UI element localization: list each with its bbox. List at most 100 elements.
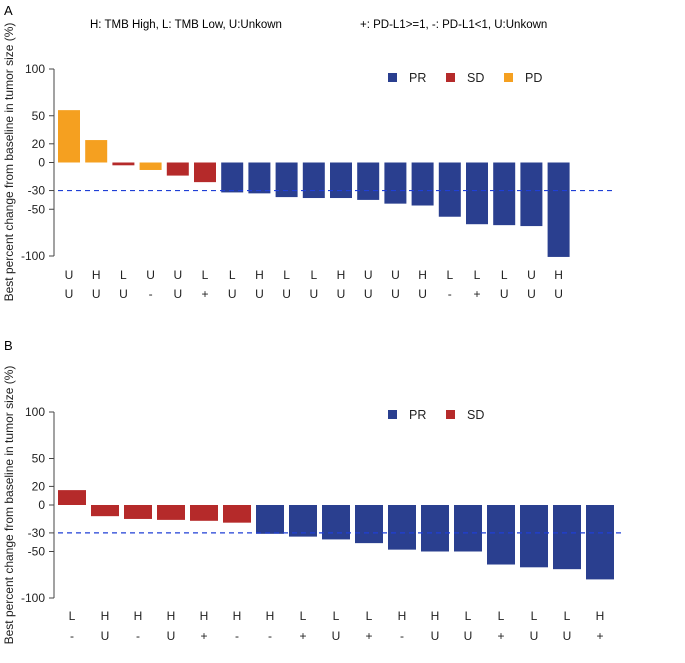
tmb-tick-label: L xyxy=(498,609,505,623)
pdl1-tick-label: + xyxy=(365,629,372,643)
y-tick-label: -30 xyxy=(28,526,46,540)
pdl1-tick-label: + xyxy=(201,287,208,301)
tmb-tick-label: L xyxy=(202,268,209,282)
tmb-tick-label: H xyxy=(167,609,176,623)
tmb-tick-label: H xyxy=(255,268,264,282)
tmb-tick-label: H xyxy=(418,268,427,282)
y-tick-label: 20 xyxy=(32,137,46,151)
y-tick-label: -50 xyxy=(28,202,46,216)
tmb-tick-label: U xyxy=(391,268,400,282)
bar-sd xyxy=(124,505,152,519)
pdl1-tick-label: U xyxy=(228,287,237,301)
tmb-tick-label: L xyxy=(310,268,317,282)
bar-sd xyxy=(194,162,216,183)
tmb-tick-label: L xyxy=(474,268,481,282)
bar-pr xyxy=(384,162,407,204)
legend-label-pr: PR xyxy=(409,408,426,422)
pdl1-tick-label: - xyxy=(235,629,239,643)
tmb-tick-label: L xyxy=(69,609,76,623)
tmb-tick-label: U xyxy=(173,268,182,282)
tmb-tick-label: U xyxy=(65,268,74,282)
tmb-tick-label: L xyxy=(446,268,453,282)
pdl1-tick-label: - xyxy=(70,629,74,643)
pdl1-tick-label: + xyxy=(596,629,603,643)
waterfall-chart-panel-b: 100 50 20 0 -30 -50 -100 Best percent change fr… xyxy=(2,366,622,645)
legend-swatch-sd xyxy=(446,73,455,82)
bar-pr xyxy=(520,505,548,568)
tmb-tick-label: L xyxy=(531,609,538,623)
bar-pr xyxy=(411,162,434,206)
pdl1-tick-label: - xyxy=(268,629,272,643)
tmb-tick-label: H xyxy=(266,609,275,623)
y-tick-label: 100 xyxy=(25,62,45,76)
bar-pr xyxy=(454,505,482,552)
tmb-tick-label: L xyxy=(120,268,127,282)
tmb-tick-label: L xyxy=(366,609,373,623)
tmb-tick-label: H xyxy=(337,268,346,282)
tmb-tick-label: L xyxy=(300,609,307,623)
tmb-tick-label: U xyxy=(146,268,155,282)
pdl1-tick-label: U xyxy=(65,287,74,301)
pdl1-tick-label: U xyxy=(563,629,572,643)
waterfall-chart-panel-a: 100 50 20 0 -30 -50 -100 Best percent change fr… xyxy=(2,23,612,301)
bar-pr xyxy=(357,162,380,200)
y-axis-label: Best percent change from baseline in tum… xyxy=(2,366,16,645)
panel-b-label: B xyxy=(4,338,13,353)
tmb-tick-label: U xyxy=(527,268,536,282)
bar-pr xyxy=(586,505,614,580)
bar-sd xyxy=(223,505,251,523)
pdl1-tick-label: U xyxy=(337,287,346,301)
pdl1-tick-label: + xyxy=(473,287,480,301)
tmb-tick-label: L xyxy=(501,268,508,282)
tmb-tick-label: H xyxy=(233,609,242,623)
bar-sd xyxy=(112,162,135,166)
pdl1-tick-label: U xyxy=(92,287,101,301)
pdl1-tick-label: + xyxy=(299,629,306,643)
bar-pd xyxy=(139,162,162,170)
tmb-tick-label: H xyxy=(101,609,110,623)
pdl1-tick-label: + xyxy=(200,629,207,643)
pdl1-tick-label: U xyxy=(282,287,291,301)
y-tick-label: 100 xyxy=(25,405,45,419)
bar-pr xyxy=(322,505,350,540)
pdl1-tick-label: U xyxy=(309,287,318,301)
bar-pr xyxy=(275,162,298,198)
bar-pr xyxy=(493,162,516,226)
pdl1-tick-label: U xyxy=(530,629,539,643)
pdl1-tick-label: U xyxy=(101,629,110,643)
bar-sd xyxy=(91,505,119,517)
bar-pr xyxy=(466,162,488,225)
tmb-tick-label: H xyxy=(92,268,101,282)
bar-pr xyxy=(248,162,271,194)
y-tick-label: -50 xyxy=(28,545,46,559)
bar-pr xyxy=(355,505,383,544)
bar-sd xyxy=(190,505,218,521)
bar-pr xyxy=(289,505,317,537)
bar-sd xyxy=(58,490,86,505)
bar-pr xyxy=(256,505,284,534)
bar-pr xyxy=(330,162,352,199)
legend-swatch-pd xyxy=(504,73,513,82)
bar-pr xyxy=(221,162,244,193)
pdl1-tick-label: U xyxy=(500,287,509,301)
y-tick-label: -30 xyxy=(28,184,46,198)
legend-swatch-pr xyxy=(388,410,397,419)
pdl1-legend-note: +: PD-L1>=1, -: PD-L1<1, U:Unkown xyxy=(360,19,547,31)
pdl1-tick-label: U xyxy=(527,287,536,301)
y-tick-label: 20 xyxy=(32,479,46,493)
y-tick-label: -100 xyxy=(21,591,45,605)
bar-sd xyxy=(166,162,189,176)
legend-label-sd: SD xyxy=(467,71,484,85)
pdl1-tick-label: U xyxy=(332,629,341,643)
bar-pr xyxy=(547,162,570,257)
legend-label-sd: SD xyxy=(467,408,484,422)
bar-pr xyxy=(388,505,416,550)
pdl1-tick-label: - xyxy=(149,287,153,301)
tmb-tick-label: H xyxy=(200,609,209,623)
bar-sd xyxy=(157,505,185,520)
panel-a-label: A xyxy=(4,3,13,18)
y-tick-label: 50 xyxy=(32,109,46,123)
pdl1-tick-label: - xyxy=(136,629,140,643)
tmb-tick-label: L xyxy=(564,609,571,623)
